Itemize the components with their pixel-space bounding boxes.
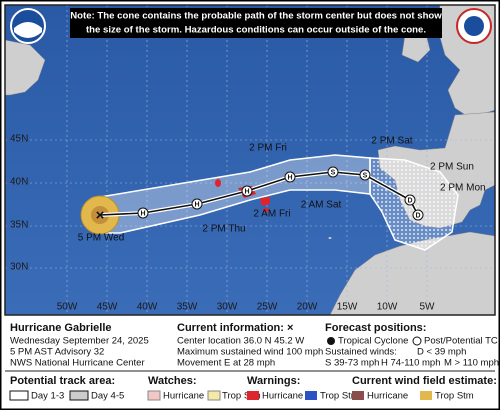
swatch — [352, 391, 364, 400]
current-info: Movement E at 28 mph — [177, 358, 275, 369]
current-title: Current information: × — [177, 322, 293, 334]
forecast-point — [137, 207, 149, 219]
swatch — [147, 390, 161, 401]
noaa-logo — [14, 22, 42, 38]
forecast-label: 2 PM Fri — [249, 143, 287, 154]
swatch — [9, 390, 29, 401]
watches-title: Watches: — [148, 375, 197, 387]
swatch-label: Trop Stm — [435, 391, 474, 402]
point-letter: S — [363, 172, 368, 179]
current-info: Maximum sustained wind 100 mph — [177, 347, 323, 358]
lat-label: 35N — [10, 220, 28, 231]
land — [329, 231, 495, 315]
storm-info: Wednesday September 24, 2025 — [10, 336, 149, 347]
point-letter: D — [415, 212, 420, 219]
forecast-label: 5 PM Wed — [78, 233, 125, 244]
lon-label: 20W — [297, 302, 318, 313]
point-letter: H — [140, 210, 145, 217]
lon-label: 40W — [137, 302, 158, 313]
forecast-point — [359, 169, 371, 181]
lon-label: 50W — [57, 302, 78, 313]
winds-title: Sustained winds: — [325, 347, 397, 358]
swatch — [207, 390, 221, 401]
swatch — [69, 390, 89, 401]
wind-class: S 39-73 mph — [325, 358, 379, 369]
warning-area — [215, 179, 221, 187]
lat-label: 45N — [10, 134, 28, 145]
nws-logo — [464, 16, 484, 36]
graticule — [5, 5, 495, 315]
storm-info: 5 PM AST Advisory 32 — [10, 347, 104, 358]
swatch-label: Hurricane — [367, 391, 408, 402]
swatch-label: Day 4-5 — [91, 391, 124, 402]
island — [328, 237, 332, 239]
land — [5, 39, 46, 96]
forecast-point — [241, 185, 253, 197]
note-box — [70, 8, 442, 38]
legend: Hurricane Gabrielle Wednesday September … — [5, 322, 499, 402]
swatch-label: Hurricane — [163, 391, 204, 402]
swatch — [247, 391, 259, 400]
point-letter: D — [407, 197, 412, 204]
lat-label: 40N — [10, 177, 28, 188]
lat-label: 30N — [10, 262, 28, 273]
swatch — [420, 391, 432, 400]
swatch-label: Day 1-3 — [31, 391, 64, 402]
forecast-point — [191, 198, 203, 210]
wind-class: H 74-110 mph — [381, 358, 441, 369]
warning-area — [263, 208, 269, 212]
forecast-label: 2 AM Fri — [253, 209, 290, 220]
note-text: Note: The cone contains the probable pat… — [70, 11, 442, 22]
track-area-title: Potential track area: — [10, 375, 115, 387]
map-frame — [4, 4, 496, 316]
forecast-label: 2 PM Sun — [430, 162, 474, 173]
point-letter: H — [194, 201, 199, 208]
forecast-title: Forecast positions: — [325, 322, 426, 334]
warnings-title: Warnings: — [247, 375, 300, 387]
ptc-icon — [412, 336, 422, 346]
wind-class: M > 110 mph — [444, 358, 499, 369]
current-info: Center location 36.0 N 45.2 W — [177, 336, 304, 347]
warning-area — [260, 197, 270, 206]
note-text: the size of the storm. Hazardous conditi… — [86, 25, 426, 36]
current-position: × — [96, 207, 105, 224]
swatch-label: Trop Stm — [320, 391, 359, 402]
forecast-label: 2 AM Sat — [301, 200, 342, 211]
lon-label: 15W — [337, 302, 358, 313]
forecast-point — [327, 166, 339, 178]
forecast-points: H H H H S S D D — [137, 166, 424, 221]
lon-label: 30W — [217, 302, 238, 313]
storm-info: NWS National Hurricane Center — [10, 358, 145, 369]
axis-labels: 45N 40N 35N 30N 50W 45W 40W 35W 30W 25W 20W 15W 10W 5… — [10, 134, 435, 313]
lon-label: 35W — [177, 302, 198, 313]
swatch-label: Trop Stm — [222, 391, 261, 402]
forecast-label: 2 PM Thu — [202, 224, 245, 235]
forecast-label: 2 PM Sat — [371, 136, 412, 147]
point-letter: S — [331, 169, 336, 176]
forecast-point — [284, 171, 296, 183]
wind-class: D < 39 mph — [417, 347, 466, 358]
wind-field-title: Current wind field estimate: — [352, 375, 497, 387]
map: × H H H H S S D D 5 PM Wed 2 PM Thu 2 AM Fri 2 PM … — [5, 5, 495, 315]
lon-label: 25W — [257, 302, 278, 313]
swatch-label: Hurricane — [262, 391, 303, 402]
tc-icon — [327, 337, 335, 345]
forecast-point — [404, 194, 416, 206]
lon-label: 10W — [377, 302, 398, 313]
lon-label: 5W — [420, 302, 436, 313]
forecast-point — [412, 209, 424, 221]
storm-name: Hurricane Gabrielle — [10, 322, 112, 334]
forecast-label: 2 PM Mon — [440, 183, 486, 194]
swatch — [305, 391, 317, 400]
point-letter: H — [287, 174, 292, 181]
point-letter: H — [244, 188, 249, 195]
forecast-legend: Post/Potential TC — [424, 336, 498, 347]
forecast-labels: 5 PM Wed 2 PM Thu 2 AM Fri 2 PM Fri 2 AM Sat… — [78, 136, 486, 244]
forecast-legend: Tropical Cyclone — [338, 336, 408, 347]
lon-label: 45W — [97, 302, 118, 313]
